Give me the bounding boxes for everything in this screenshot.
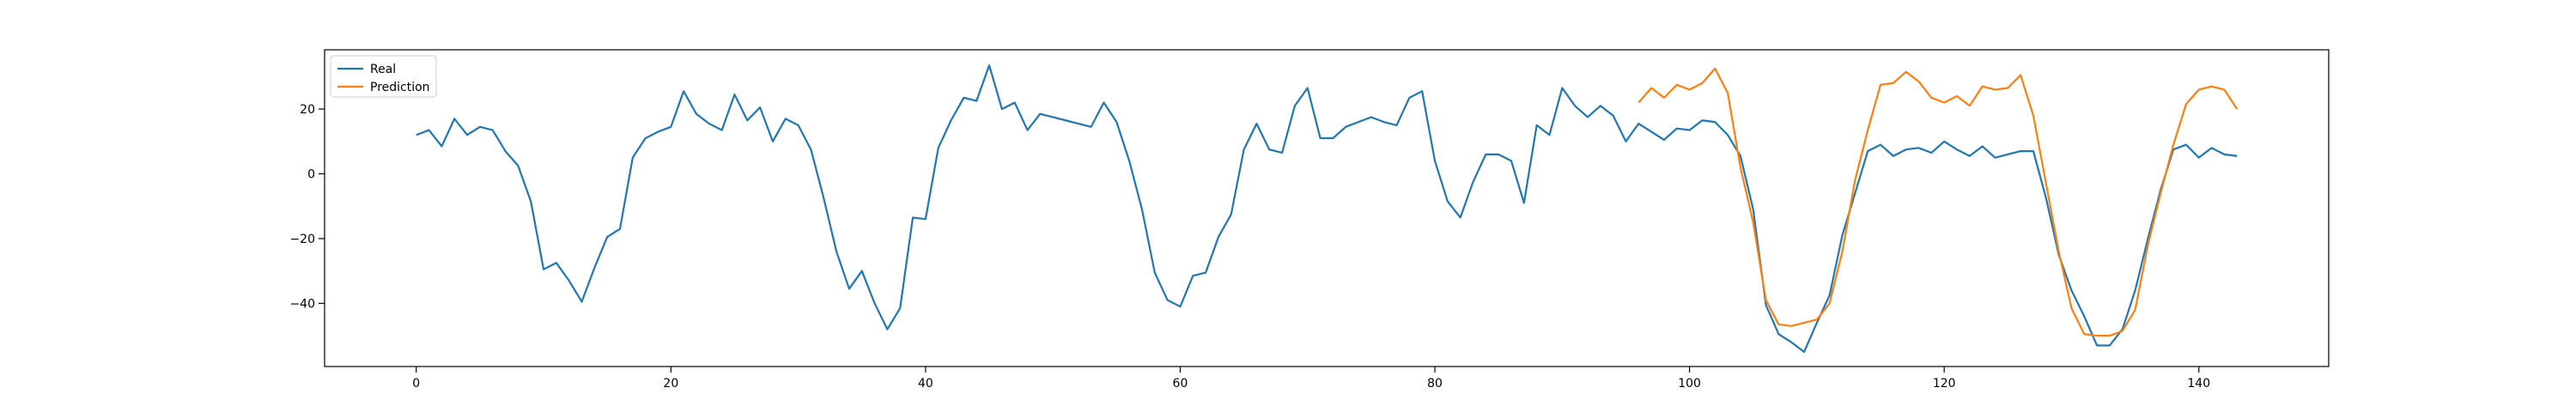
axes: 0 20 40 60 80 100 120 140 −40 −20 0 20 (289, 49, 2330, 391)
legend-label-real: Real (370, 63, 396, 76)
y-tick-label: 0 (307, 168, 315, 182)
x-tick-label: 100 (1678, 377, 1701, 391)
y-tick-label: 20 (300, 103, 315, 117)
x-tick-label: 0 (412, 377, 420, 391)
x-tick-label: 60 (1173, 377, 1188, 391)
y-tick-label: −40 (289, 297, 315, 311)
plot-area (416, 64, 2239, 354)
legend-label-prediction: Prediction (370, 81, 430, 94)
series-line-prediction (1637, 67, 2239, 337)
x-tick-label: 20 (663, 377, 678, 391)
x-tick-label: 80 (1427, 377, 1443, 391)
y-tick-label: −20 (289, 233, 315, 246)
x-tick-label: 140 (2187, 377, 2210, 391)
x-tick-label: 40 (918, 377, 933, 391)
series-line-real (416, 64, 2238, 354)
axes-frame (324, 49, 2330, 367)
legend: Real Prediction (330, 55, 437, 98)
x-tick-label: 120 (1933, 377, 1956, 391)
